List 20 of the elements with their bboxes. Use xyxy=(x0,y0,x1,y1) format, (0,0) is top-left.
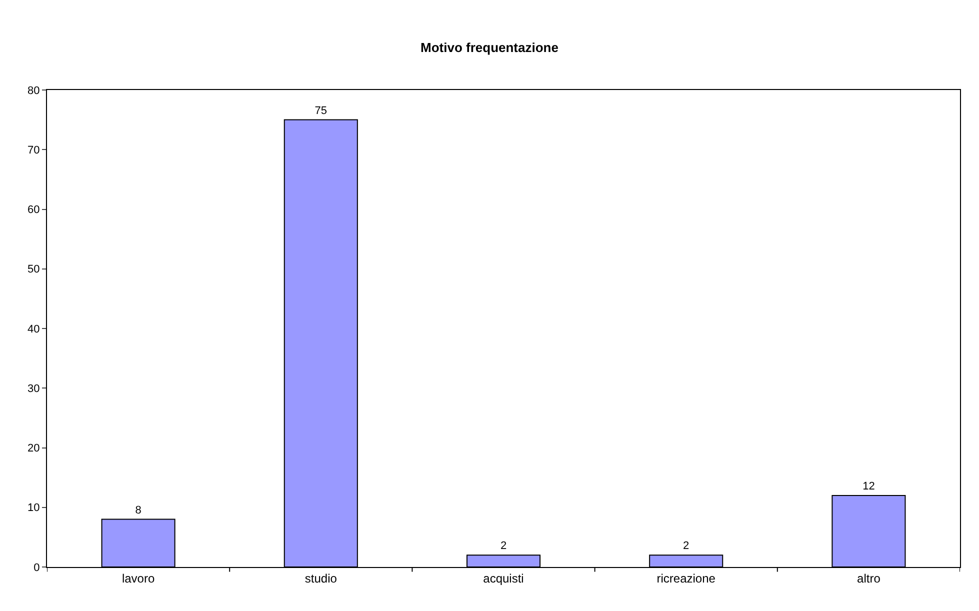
data-label: 8 xyxy=(135,504,142,516)
data-label: 2 xyxy=(500,540,507,552)
y-tick-label: 80 xyxy=(28,84,40,97)
data-label: 2 xyxy=(683,540,690,552)
y-tick-label: 20 xyxy=(28,442,40,455)
y-tick-label: 0 xyxy=(34,562,40,574)
y-tick-label: 70 xyxy=(28,144,40,156)
x-tick-label: acquisti xyxy=(483,571,524,586)
x-tick-label: studio xyxy=(304,571,338,586)
y-tick-label: 10 xyxy=(28,502,40,514)
data-label: 75 xyxy=(314,104,328,117)
chart-title: Motivo frequentazione xyxy=(420,40,558,55)
y-tick-label: 60 xyxy=(28,204,40,216)
x-tick-label: altro xyxy=(857,571,881,586)
x-tick-label: lavoro xyxy=(122,571,155,586)
data-label: 12 xyxy=(862,480,875,492)
y-tick-label: 30 xyxy=(28,382,40,395)
y-tick-label: 40 xyxy=(28,323,40,336)
y-tick-label: 50 xyxy=(28,264,40,276)
x-tick-label: ricreazione xyxy=(656,571,716,586)
